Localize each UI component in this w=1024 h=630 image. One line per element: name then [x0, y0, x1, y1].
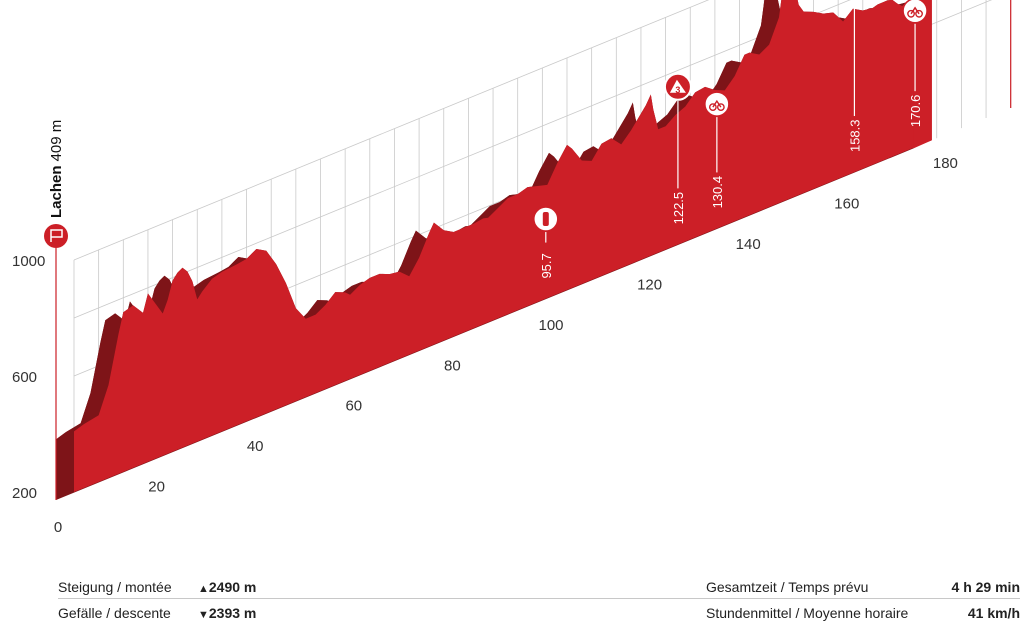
marker-km-text: 158.3: [847, 119, 862, 152]
x-tick-label: 140: [736, 236, 761, 253]
marker-km-label: 95.7: [539, 253, 554, 278]
x-tick-label: 60: [345, 398, 362, 415]
time-value: 4 h 29 min: [951, 579, 1020, 595]
x-tick-label: 180: [933, 155, 958, 172]
marker-feed: 95.7: [533, 206, 559, 279]
y-tick-label: 200: [12, 485, 37, 502]
marker-km-label: 158.3: [847, 119, 862, 152]
wheel-glyph: [915, 9, 923, 18]
climb-value: ▲2490 m: [198, 576, 256, 600]
marker-km-label: 130.4: [710, 176, 725, 209]
bike-sprint-icon: [902, 0, 928, 24]
finish-marker: Pfaffnau509 m: [1010, 0, 1012, 108]
marker-km-text: 122.5: [671, 192, 686, 225]
marker-km-text: 130.4: [710, 176, 725, 209]
grid-line-horizontal: [73, 0, 851, 319]
climb-label: Steigung / montée: [58, 579, 172, 595]
down-arrow-icon: ▼: [198, 609, 209, 621]
marker-km-text: 95.7: [539, 253, 554, 278]
x-tick-label: 40: [247, 438, 264, 455]
endpoint-place: Lachen: [48, 165, 65, 218]
speed-value: 41 km/h: [967, 605, 1020, 621]
time-label: Gesamtzeit / Temps prévu: [706, 579, 869, 595]
start-flag-glyph: [50, 229, 63, 242]
bottle-glyph: [542, 212, 549, 227]
wheel-glyph: [907, 9, 915, 18]
descent-label: Gefälle / descente: [58, 605, 171, 621]
marker-km-text: 170.6: [908, 95, 923, 128]
profile-end-face: [913, 0, 932, 149]
y-tick-label: 600: [12, 369, 37, 386]
wheel-glyph: [716, 103, 725, 111]
start-flag-icon: [44, 224, 68, 248]
endpoint-label: Lachen 409 m: [48, 120, 65, 218]
stage-stats: Steigung / montée ▲2490 m Gesamtzeit / T…: [0, 570, 1024, 630]
climb-category: 3: [675, 85, 680, 95]
marker-climb: 3 122.5: [663, 72, 692, 225]
x-tick-label: 0: [54, 519, 62, 536]
up-arrow-icon: ▲: [198, 583, 209, 595]
x-tick-label: 20: [148, 479, 165, 496]
climb-value-text: 2490 m: [208, 579, 257, 595]
marker-sprint: 130.4: [704, 91, 730, 209]
descent-value: ▼2393 m: [198, 602, 256, 626]
x-tick-label: 100: [538, 317, 563, 334]
stats-row-climb: Steigung / montée ▲2490 m Gesamtzeit / T…: [58, 576, 1020, 599]
grid-line-horizontal: [73, 0, 710, 261]
marker-climb: 3158.3: [847, 0, 862, 152]
marker-sprint: 170.6: [902, 0, 928, 128]
x-tick-label: 160: [834, 196, 859, 213]
x-tick-label: 80: [444, 357, 461, 374]
x-tick-label: 120: [637, 276, 662, 293]
frame-glyph: [712, 99, 722, 108]
stats-row-descent: Gefälle / descente ▼2393 m Stundenmittel…: [58, 602, 1020, 624]
endpoint-altitude: 409 m: [48, 120, 65, 162]
mountain-glyph: [669, 79, 686, 93]
marker-km-label: 122.5: [671, 192, 686, 225]
wheel-glyph: [708, 103, 717, 111]
x-axis: 0 20 40 60 80 100 120 140 160 180: [54, 155, 958, 536]
descent-value-text: 2393 m: [208, 605, 257, 621]
marker-km-label: 170.6: [908, 95, 923, 128]
profile-area: [74, 0, 932, 492]
y-tick-label: 1000: [12, 253, 45, 270]
y-axis: 200 600 1000: [12, 253, 45, 502]
bike-sprint-icon: [704, 91, 730, 117]
frame-glyph: [910, 6, 920, 15]
start-marker: Lachen 409 m: [44, 120, 68, 500]
endpoint-name: Lachen 409 m: [48, 120, 65, 218]
stage-profile-chart: 200 600 1000 0 20 40 60 80 100 120 140 160 180 Lachen…: [12, 0, 1012, 536]
speed-label: Stundenmittel / Moyenne horaire: [706, 605, 909, 621]
